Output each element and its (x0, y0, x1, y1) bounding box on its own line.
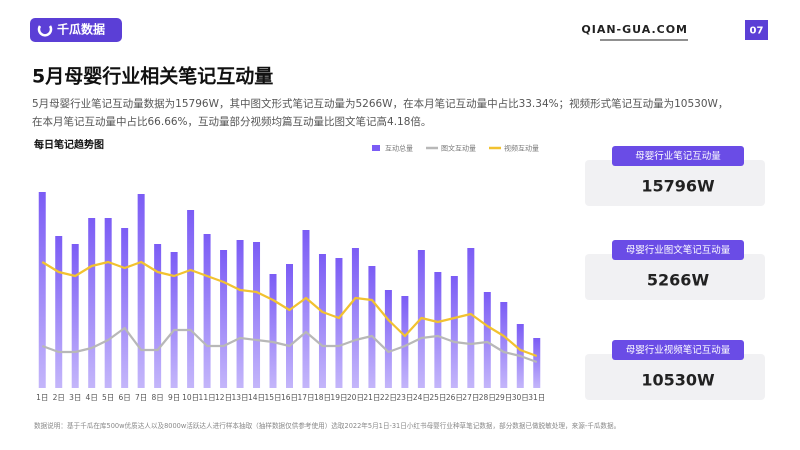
bar (269, 274, 277, 388)
bar (286, 264, 293, 388)
footer: 数据说明：基于千瓜在库500w优质达人以及8000w活跃达人进行样本抽取（抽样数… (34, 421, 620, 430)
card-label-pill (612, 146, 744, 166)
x-tick-label: 28日 (479, 393, 496, 402)
x-tick-label: 18日 (314, 393, 331, 402)
x-tick-label: 15日 (264, 393, 281, 402)
bar (121, 228, 129, 388)
page-box (745, 20, 768, 40)
x-tick-label: 16日 (281, 393, 298, 402)
x-tick-label: 30日 (512, 393, 529, 402)
bar (384, 290, 392, 388)
x-tick-label: 27日 (462, 393, 479, 402)
bar (253, 242, 261, 388)
page-number: 07 (750, 26, 764, 37)
description-line: 在本月笔记互动量中占比66.66%，互动量部分视频均篇互动量比图文笔记高4.18… (32, 115, 431, 128)
card-box (585, 254, 765, 300)
bar (55, 236, 63, 388)
bar (318, 254, 326, 388)
x-tick-label: 3日 (69, 393, 81, 402)
bar (401, 296, 409, 388)
x-tick-label: 11日 (199, 393, 216, 402)
bar (170, 252, 178, 388)
bar (137, 194, 145, 388)
card-label-pill (612, 240, 744, 260)
card-label: 母婴行业图文笔记互动量 (626, 244, 731, 256)
x-tick-label: 5日 (102, 393, 114, 402)
bar (104, 218, 112, 388)
line (41, 260, 538, 358)
x-tick-label: 20日 (347, 393, 364, 402)
bar (71, 244, 79, 388)
bar (483, 292, 491, 388)
bar (203, 234, 211, 388)
description-line: 5月母婴行业笔记互动量数据为15796W，其中图文形式笔记互动量为5266W，在… (32, 97, 728, 110)
x-tick-label: 24日 (413, 393, 430, 402)
x-tick-label: 21日 (363, 393, 380, 402)
x-tick-label: 4日 (86, 393, 98, 402)
bar (88, 218, 96, 388)
card-label: 母婴行业视频笔记互动量 (626, 344, 731, 356)
chart-title: 每日笔记趋势图 (34, 138, 104, 151)
x-tick-label: 26日 (446, 393, 463, 402)
bar (467, 248, 475, 388)
x-tick-label: 31日 (528, 393, 545, 402)
x-tick-label: 29日 (495, 393, 512, 402)
card-value: 15796W (641, 177, 715, 196)
bar (368, 266, 376, 388)
bar (351, 248, 359, 388)
card-box (585, 160, 765, 206)
x-tick-label: 12日 (215, 393, 232, 402)
bar (335, 258, 343, 388)
x-tick-label: 8日 (151, 393, 163, 402)
logo-text: 千瓜数据 (57, 22, 105, 37)
line (41, 326, 538, 364)
bar (302, 230, 310, 388)
x-tick-label: 1日 (36, 393, 48, 402)
site: QIAN-GUA.COM (581, 23, 688, 36)
bar (187, 210, 195, 388)
x-tick-label: 23日 (396, 393, 413, 402)
x-tick-label: 2日 (53, 393, 65, 402)
bar (450, 276, 458, 388)
bar (154, 244, 162, 388)
x-tick-label: 22日 (380, 393, 397, 402)
x-tick-label: 25日 (429, 393, 446, 402)
legend-swatch (372, 145, 380, 151)
title: 5月母婴行业相关笔记互动量 (32, 65, 273, 88)
x-tick-label: 17日 (297, 393, 314, 402)
bar (500, 302, 508, 388)
logo-icon (37, 25, 53, 37)
x-tick-label: 7日 (135, 393, 147, 402)
bar (38, 192, 46, 388)
bar (434, 272, 442, 388)
card-label: 母婴行业笔记互动量 (635, 150, 721, 162)
card-value: 5266W (647, 271, 710, 290)
legend-label: 互动总量 (385, 144, 413, 153)
bar (533, 338, 541, 388)
legend-label: 视频互动量 (504, 144, 539, 153)
x-tick-label: 19日 (330, 393, 347, 402)
card-value: 10530W (641, 371, 715, 390)
x-tick-label: 14日 (248, 393, 265, 402)
x-tick-label: 6日 (119, 393, 131, 402)
card-box (585, 354, 765, 400)
bar (220, 250, 228, 388)
logo-box (30, 18, 122, 42)
x-tick-label: 13日 (232, 393, 249, 402)
x-tick-label: 9日 (168, 393, 180, 402)
bar (236, 240, 244, 388)
x-tick-label: 10日 (182, 393, 199, 402)
card-label-pill (612, 340, 744, 360)
legend-label: 图文互动量 (441, 144, 476, 153)
